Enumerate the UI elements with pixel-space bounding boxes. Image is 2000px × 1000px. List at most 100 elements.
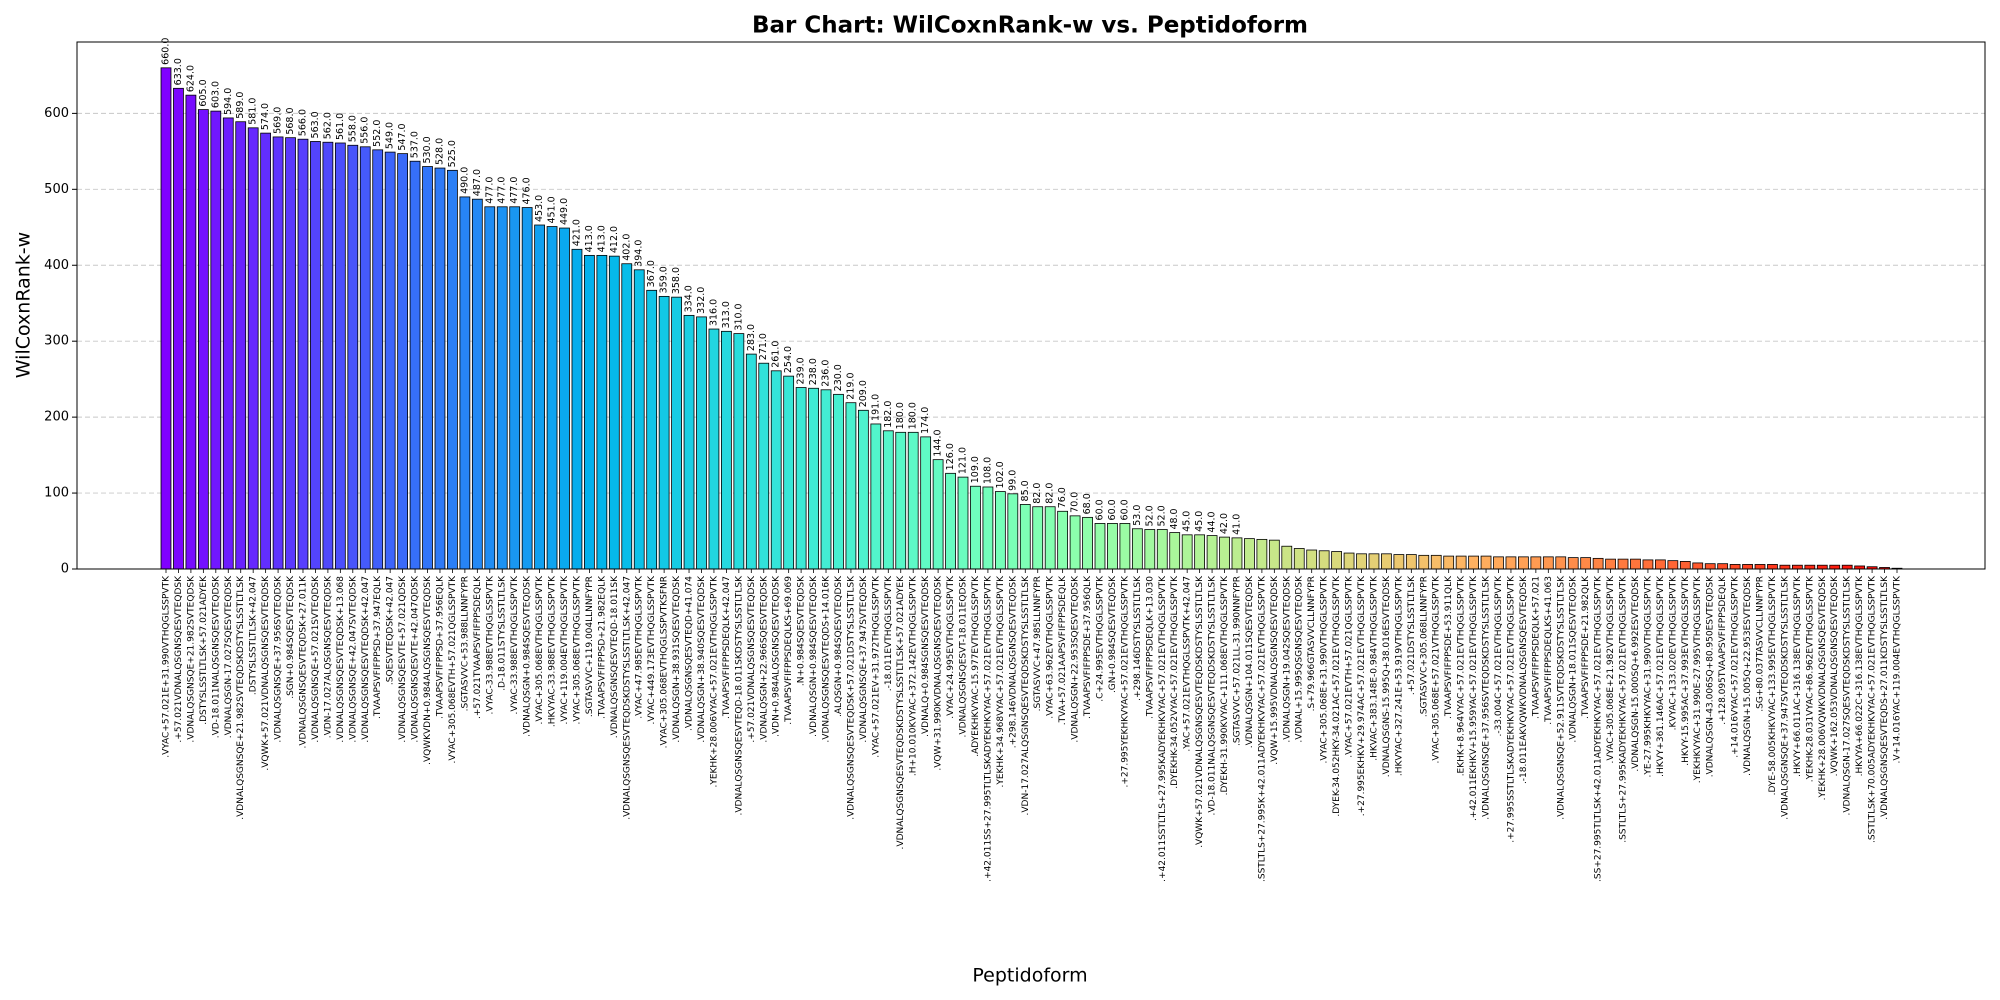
x-tick-label: .DYEKH-31.990KVYAC+111.068EVTHQGLSSPVTK: [1220, 575, 1230, 795]
x-tick-label: .VYAC+305.068E+57.021VTHQGLSSPVTK: [1432, 575, 1442, 764]
value-label: 45.0: [1182, 511, 1193, 532]
x-tick-label: .+27.995YEKHKVYAC+57.021EVTHQGLSSPVTK: [1120, 575, 1130, 788]
value-label: 581.0: [248, 98, 259, 125]
x-tick-label: .+57.021VDNALQSGNSQESVTEQDSK: [174, 575, 184, 743]
bar: [185, 94, 197, 570]
x-tick-label: .VYAC+305.068E+31.990VTHQGLSSPVTK: [1320, 575, 1330, 764]
value-label: 558.0: [347, 115, 358, 142]
bar: [733, 333, 745, 570]
value-label: 180.0: [895, 402, 906, 429]
value-label: 603.0: [210, 81, 221, 108]
value-label: 239.0: [796, 357, 807, 384]
x-tick-label: .VDNALQSGNSQESVTEQDS+27.011KDSTYSLSSTLTL…: [1880, 575, 1890, 820]
x-tick-label: .VYAC+47.985EVTHQGLSSPVTK: [635, 575, 645, 719]
bar: [160, 67, 172, 570]
x-tick-label: .+57.021DSTYSLSSTLTLSK: [1407, 575, 1417, 695]
x-tick-label: .VYAC+305.068EVTHQGLSSPVTKSFNR: [660, 576, 670, 748]
bar: [1368, 553, 1380, 570]
x-tick-label: .VDNALQSGNSQESVTE+57.021QDSK: [398, 575, 408, 743]
x-tick-label: .SGTASVVC+305.068LLNNFYPR: [1419, 576, 1429, 717]
x-tick-label: .VDNALQSGNS-15.995Q+38.016ESVTEQDSK: [1382, 575, 1392, 777]
x-tick-label: .KVYAC+133.020EVTHQGLSSPVTK: [1668, 575, 1678, 730]
value-label: 310.0: [733, 303, 744, 330]
value-label: 574.0: [260, 103, 271, 130]
x-tick-label: .VYAC+305.068EVTH+57.021QGLSSPVTK: [448, 575, 458, 764]
x-tick-label: .VDNALQSGNSQESVTEQD-18.011SK: [610, 575, 620, 738]
value-label: 562.0: [322, 112, 333, 139]
bar: [1518, 556, 1529, 570]
x-tick-label: .VDNALQSGNSQESVTEQDSK+27.011K: [298, 575, 308, 749]
x-tick-label: .TVAAPSVFIFPPSDE+53.911QLK: [1444, 575, 1454, 719]
bar: [808, 387, 819, 570]
x-tick-label: .+42.011EKHKV+15.959YAC+57.021EVTHQGLSSP…: [1469, 575, 1479, 821]
bar: [1717, 563, 1729, 570]
bar: [1493, 556, 1504, 570]
x-tick-label: .VDNALQSGN+19.042SQESVTEQDSK: [1282, 575, 1292, 743]
x-tick-label: .VDNALQSGNSQE+21.982SVTEQDSKDSTYSLSSTLTL…: [236, 575, 246, 820]
x-tick-label: .TVAAPSVFIFPPSD+37.956EQLK: [435, 575, 445, 719]
bar: [1044, 506, 1056, 570]
bar: [1430, 554, 1442, 570]
bar: [471, 198, 483, 570]
x-tick-label: .+14.016VYAC+57.021EVTHQGLSSPVTK: [1731, 575, 1741, 758]
bar: [1642, 559, 1654, 570]
bar: [721, 330, 732, 570]
x-tick-label: .HKVYA+66.022C+316.138EVTHQGLSSPVTK: [1855, 575, 1865, 776]
value-label: 561.0: [335, 113, 346, 140]
x-tick-label: .DSTYSLSSTLTLSK+57.021ADYEK: [199, 575, 209, 725]
bar: [1667, 560, 1679, 570]
bar: [795, 387, 807, 570]
bar: [770, 370, 782, 570]
bar: [222, 117, 234, 570]
x-tick-label: .VDNALQSGN-15.000SQ+6.992ESVTEQDSK: [1631, 575, 1641, 772]
value-label: 367.0: [646, 260, 657, 287]
x-tick-label: .ADYEKHKVYAC-15.977EVTHQGLSSPVTK: [971, 575, 981, 757]
plot-frame: [76, 41, 1986, 570]
x-tick-label: .+57.021VDNALQSGNSQESVTEQDSK: [747, 575, 757, 743]
value-label: 254.0: [783, 346, 794, 373]
value-label: 283.0: [746, 324, 757, 351]
x-tick-label: .TVAAPSVFIFPPSD+21.982EQLK: [597, 575, 607, 719]
x-tick-label: .SGTASVVC+57.021LL-31.990NNFYPR: [1232, 576, 1242, 746]
value-label: 109.0: [970, 456, 981, 483]
bar: [334, 142, 346, 570]
bar: [671, 296, 682, 570]
x-tick-label: .VD-18.011NALQSGNSQESVTEQDSK: [211, 575, 221, 738]
bar: [1268, 539, 1280, 570]
bar: [994, 491, 1006, 570]
bar: [422, 166, 433, 570]
value-label: 537.0: [410, 131, 421, 158]
x-tick-label: .+42.011SS+27.995TLTLSKADYEKHKVYAC+57.02…: [983, 575, 993, 882]
value-label: 605.0: [198, 79, 209, 106]
bar: [1816, 564, 1828, 570]
bar: [1405, 554, 1417, 570]
x-tick-label: .VYAC+24.995EVTHQGLSSPVTK: [946, 575, 956, 719]
bar: [1057, 510, 1069, 570]
bar: [1455, 555, 1467, 570]
x-tick-label: .VYAC+305.068EVTHQGLSSPVTK: [535, 575, 545, 725]
bar: [1082, 516, 1093, 570]
x-tick-label: .DYEK-34.052HKY-34.021AC+57.021EVTHQGLSS…: [1332, 575, 1342, 817]
bar: [1655, 559, 1666, 570]
bar: [920, 436, 932, 570]
value-label: 41.0: [1231, 514, 1242, 535]
value-label: 563.0: [310, 111, 321, 138]
x-tick-label: .VQWK+162.053VDNALQSGNSQESVTEQDSK: [1830, 575, 1840, 776]
x-tick-label: .SQESVTEQDSK+42.047: [386, 576, 396, 685]
value-label: 421.0: [571, 219, 582, 246]
bar: [584, 254, 595, 570]
value-label: 313.0: [721, 301, 732, 328]
value-label: 60.0: [1094, 499, 1105, 520]
value-label: 633.0: [173, 58, 184, 85]
bar: [397, 153, 408, 570]
bar: [708, 328, 720, 570]
value-label: 568.0: [285, 107, 296, 134]
bar: [297, 138, 309, 570]
bar: [1007, 493, 1019, 570]
bar: [459, 196, 471, 570]
bar: [1318, 550, 1330, 570]
bar: [1219, 536, 1230, 570]
value-label: 451.0: [547, 196, 558, 223]
value-label: 394.0: [634, 240, 645, 267]
x-tick-label: .VDNALQSGNSQESVT-18.011EQDSK: [959, 575, 969, 738]
